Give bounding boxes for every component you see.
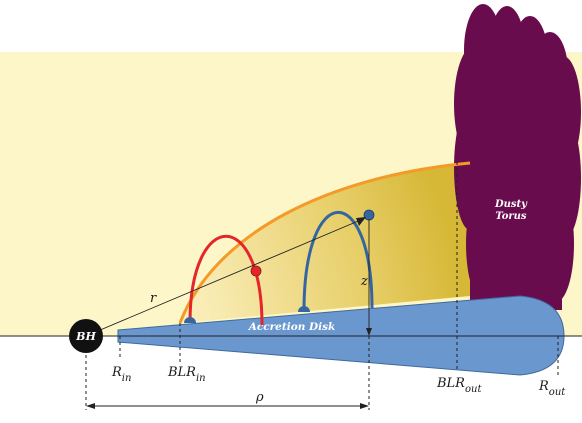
red-cloud-orbit: [188, 234, 264, 326]
r-in-label: Rin: [111, 365, 131, 384]
rho-label: ρ: [255, 390, 264, 405]
blr-out-label: BLRout: [436, 376, 482, 395]
radius-r-label: r: [150, 291, 157, 306]
dusty-torus: [454, 4, 581, 310]
blue-dot-orbit-foot: [298, 306, 310, 312]
rho-arrowhead-right: [360, 403, 369, 409]
accretion-disk-label: Accretion Disk: [248, 321, 336, 333]
height-z-arrowhead: [366, 328, 372, 336]
blue-dot-red-orbit-foot: [184, 317, 196, 323]
r-out-label: Rout: [538, 379, 566, 398]
dusty-torus-label-line2: Torus: [495, 211, 527, 222]
black-hole: [69, 319, 103, 353]
red-dot: [250, 265, 262, 277]
black-hole-label: BH: [75, 330, 96, 343]
blue-dot: [363, 209, 375, 221]
blr-in-label: BLRin: [167, 365, 206, 384]
radius-r-line: [85, 218, 364, 337]
blr-region: [180, 163, 470, 323]
radius-r-arrowhead: [356, 217, 366, 226]
reference-dashed-lines: [85, 162, 559, 410]
rho-arrowhead-left: [86, 403, 95, 409]
height-z-label: z: [360, 274, 368, 289]
dusty-torus-label-line1: Dusty: [494, 199, 528, 210]
